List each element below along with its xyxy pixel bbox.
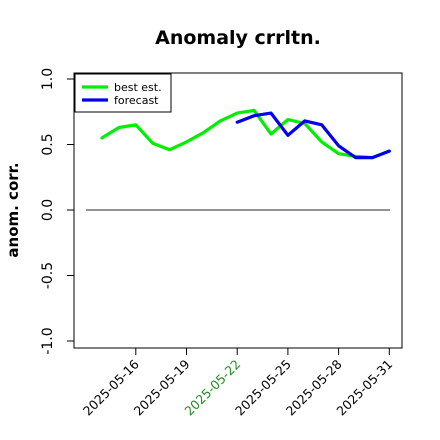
y-tick-label: 0.5 xyxy=(40,133,56,155)
legend: best est.forecast xyxy=(74,73,172,113)
legend-box xyxy=(74,73,172,113)
series-lines xyxy=(100,108,391,160)
legend-entry-label: forecast xyxy=(114,94,159,107)
y-axis-label: anom. corr. xyxy=(4,162,22,257)
y-tick-label: -1.0 xyxy=(40,327,56,354)
y-tick-label: -0.5 xyxy=(40,262,56,289)
legend-entry-label: best est. xyxy=(114,81,162,94)
y-tick-label: 0.0 xyxy=(40,199,56,221)
axes: -1.0-0.50.00.51.02025-05-162025-05-19202… xyxy=(40,68,395,419)
series-line-best-estimate xyxy=(100,108,391,160)
chart-title: Anomaly crrltn. xyxy=(155,27,321,49)
y-tick-label: 1.0 xyxy=(40,68,56,90)
series-line-forecast xyxy=(235,111,391,160)
